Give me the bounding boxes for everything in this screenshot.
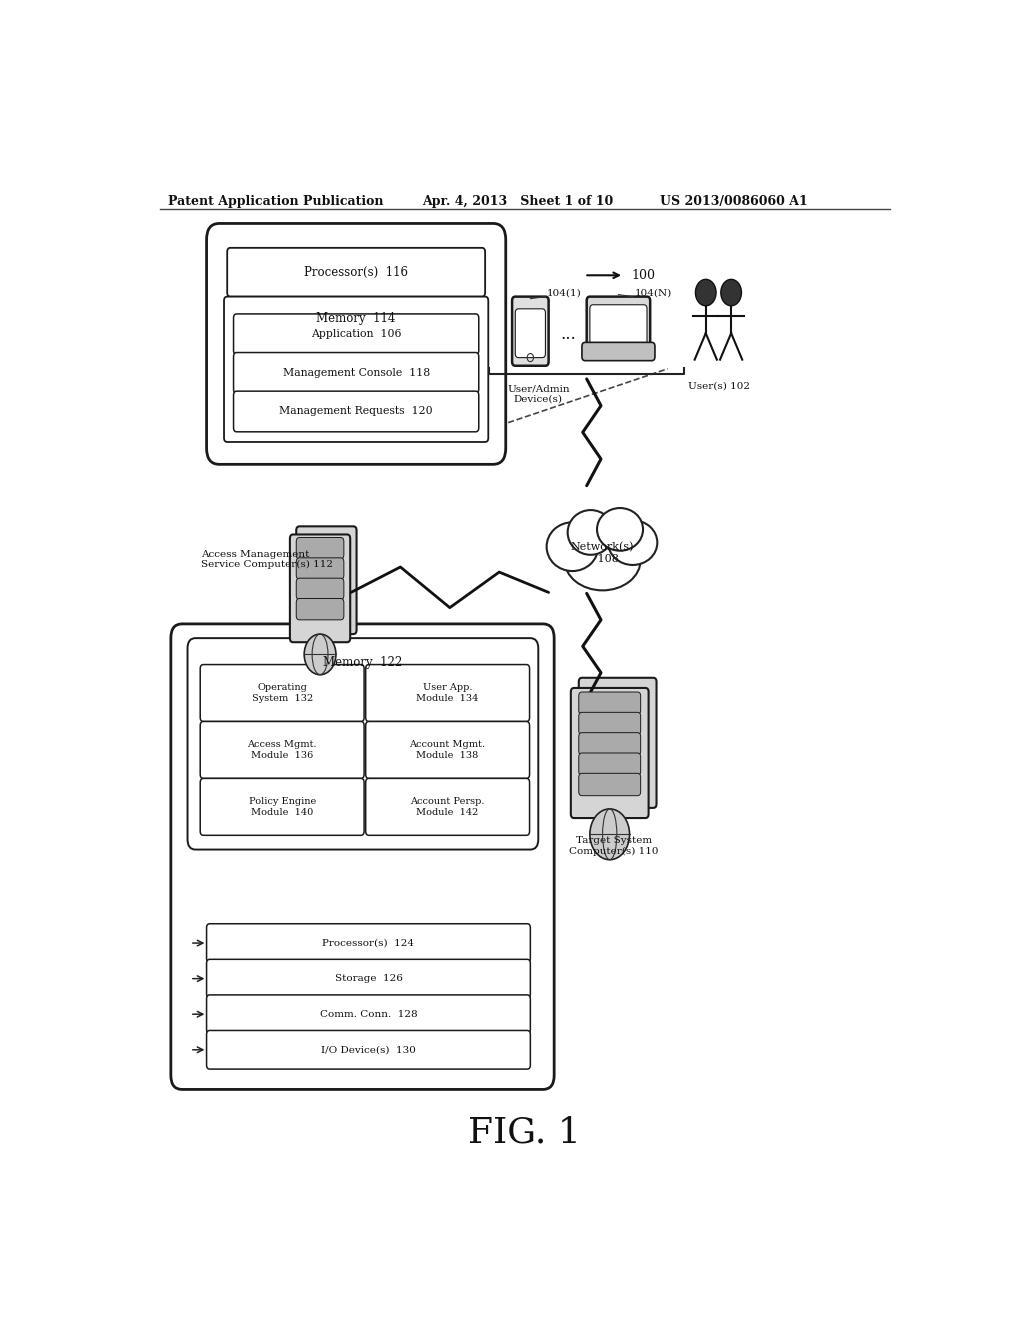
FancyBboxPatch shape xyxy=(579,692,641,714)
FancyBboxPatch shape xyxy=(512,297,549,366)
FancyBboxPatch shape xyxy=(233,391,479,432)
FancyBboxPatch shape xyxy=(366,722,529,779)
FancyBboxPatch shape xyxy=(201,779,365,836)
Text: Account Mgmt.
Module  138: Account Mgmt. Module 138 xyxy=(410,741,485,759)
Text: Network(s)
   108: Network(s) 108 xyxy=(570,541,634,564)
Text: Memory  122: Memory 122 xyxy=(323,656,402,669)
FancyBboxPatch shape xyxy=(579,713,641,735)
FancyBboxPatch shape xyxy=(233,314,479,355)
FancyBboxPatch shape xyxy=(579,677,656,808)
Text: Target System
Computer(s) 110: Target System Computer(s) 110 xyxy=(569,837,658,855)
Circle shape xyxy=(304,634,336,675)
Text: Memory  114: Memory 114 xyxy=(316,313,396,326)
Text: Management Requests  120: Management Requests 120 xyxy=(280,407,433,417)
FancyBboxPatch shape xyxy=(515,309,546,358)
Ellipse shape xyxy=(567,510,613,554)
FancyBboxPatch shape xyxy=(590,305,647,350)
FancyBboxPatch shape xyxy=(224,297,488,442)
Text: Application  106: Application 106 xyxy=(311,329,401,339)
FancyBboxPatch shape xyxy=(207,924,530,962)
FancyBboxPatch shape xyxy=(579,774,641,796)
FancyBboxPatch shape xyxy=(171,624,554,1089)
Text: Policy Engine
Module  140: Policy Engine Module 140 xyxy=(249,797,315,817)
FancyBboxPatch shape xyxy=(290,535,350,643)
FancyBboxPatch shape xyxy=(366,664,529,722)
FancyBboxPatch shape xyxy=(579,733,641,755)
Text: Access Management
Service Computer(s) 112: Access Management Service Computer(s) 11… xyxy=(201,549,333,569)
FancyBboxPatch shape xyxy=(296,598,344,620)
FancyBboxPatch shape xyxy=(207,1031,530,1069)
Text: 104(N): 104(N) xyxy=(634,288,672,297)
Text: User App.
Module  134: User App. Module 134 xyxy=(417,684,479,702)
FancyBboxPatch shape xyxy=(207,223,506,465)
Text: FIG. 1: FIG. 1 xyxy=(468,1115,582,1150)
Text: Patent Application Publication: Patent Application Publication xyxy=(168,195,383,209)
Text: US 2013/0086060 A1: US 2013/0086060 A1 xyxy=(659,195,808,209)
Circle shape xyxy=(721,280,741,306)
FancyBboxPatch shape xyxy=(296,537,344,558)
Ellipse shape xyxy=(555,510,650,601)
Text: Apr. 4, 2013   Sheet 1 of 10: Apr. 4, 2013 Sheet 1 of 10 xyxy=(422,195,613,209)
FancyBboxPatch shape xyxy=(207,960,530,998)
Text: Processor(s)  124: Processor(s) 124 xyxy=(323,939,415,948)
FancyBboxPatch shape xyxy=(201,722,365,779)
FancyBboxPatch shape xyxy=(296,578,344,599)
FancyBboxPatch shape xyxy=(227,248,485,297)
Ellipse shape xyxy=(597,508,643,550)
Text: Comm. Conn.  128: Comm. Conn. 128 xyxy=(319,1010,417,1019)
Circle shape xyxy=(695,280,716,306)
FancyBboxPatch shape xyxy=(207,995,530,1034)
FancyBboxPatch shape xyxy=(570,688,648,818)
Text: User(s) 102: User(s) 102 xyxy=(688,381,751,391)
Ellipse shape xyxy=(547,523,598,572)
Text: Account Persp.
Module  142: Account Persp. Module 142 xyxy=(411,797,485,817)
Ellipse shape xyxy=(608,520,657,565)
Text: Operating
System  132: Operating System 132 xyxy=(252,684,312,702)
Text: ...: ... xyxy=(560,326,577,343)
Text: Processor(s)  116: Processor(s) 116 xyxy=(304,265,409,279)
Text: User/Admin
Device(s): User/Admin Device(s) xyxy=(507,384,569,404)
FancyBboxPatch shape xyxy=(582,342,655,360)
Text: 104(1): 104(1) xyxy=(547,288,582,297)
FancyBboxPatch shape xyxy=(201,664,365,722)
FancyBboxPatch shape xyxy=(187,638,539,850)
Text: I/O Device(s)  130: I/O Device(s) 130 xyxy=(321,1045,416,1055)
Text: 100: 100 xyxy=(632,269,656,281)
Text: Storage  126: Storage 126 xyxy=(335,974,402,983)
Ellipse shape xyxy=(564,529,641,590)
Text: Access Mgmt.
Module  136: Access Mgmt. Module 136 xyxy=(248,741,317,759)
FancyBboxPatch shape xyxy=(587,297,650,354)
Circle shape xyxy=(590,809,630,859)
FancyBboxPatch shape xyxy=(579,752,641,775)
Text: Management Console  118: Management Console 118 xyxy=(283,368,430,378)
FancyBboxPatch shape xyxy=(366,779,529,836)
FancyBboxPatch shape xyxy=(233,352,479,393)
FancyBboxPatch shape xyxy=(296,558,344,579)
FancyBboxPatch shape xyxy=(296,527,356,634)
